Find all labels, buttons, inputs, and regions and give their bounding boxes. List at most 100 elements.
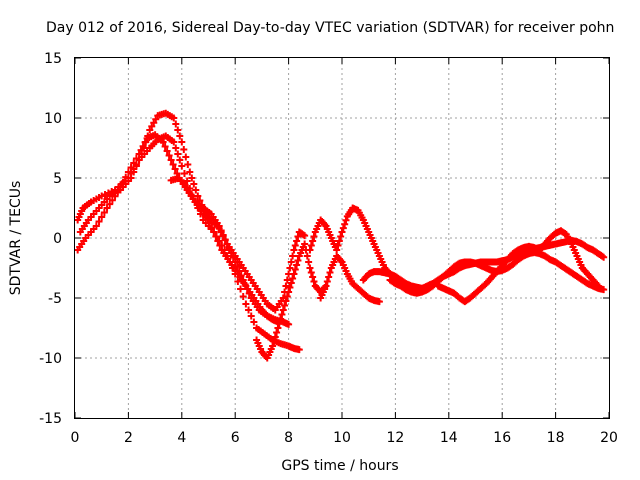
data-point-fill xyxy=(216,242,224,249)
data-point xyxy=(170,114,178,122)
grid-lines xyxy=(75,58,609,418)
data-point-fill xyxy=(307,242,315,249)
data-point xyxy=(210,228,218,236)
data-point-fill xyxy=(172,120,180,128)
data-point xyxy=(167,156,175,164)
x-tick-label: 18 xyxy=(547,430,565,446)
data-point-fill xyxy=(130,168,138,176)
data-point xyxy=(127,174,135,182)
y-tick-labels: 15 10 5 0 -5 -10 -15 xyxy=(39,51,62,427)
data-point-fill xyxy=(289,275,297,282)
data-point-fill xyxy=(135,156,143,164)
y-tick-label: -10 xyxy=(39,351,62,367)
data-point-fill xyxy=(169,161,177,168)
x-axis-label: GPS time / hours xyxy=(281,458,398,474)
data-point xyxy=(594,282,602,290)
series-track-10 xyxy=(434,227,602,306)
data-point xyxy=(290,270,298,278)
data-point-fill xyxy=(171,165,179,173)
data-point-fill xyxy=(239,293,247,300)
data-point xyxy=(274,324,282,332)
data-point-fill xyxy=(342,216,350,224)
data-point-fill xyxy=(283,276,291,284)
data-point-fill xyxy=(310,233,318,240)
data-point xyxy=(186,168,194,176)
data-point-fill xyxy=(234,278,242,285)
data-point-fill xyxy=(187,191,195,199)
data-point-fill xyxy=(172,144,180,152)
data-point-fill xyxy=(192,186,200,194)
data-point-fill xyxy=(303,252,311,260)
data-point-fill xyxy=(278,311,286,318)
data-point xyxy=(215,224,223,232)
data-point-fill xyxy=(270,338,278,345)
data-point xyxy=(375,298,383,306)
data-point-fill xyxy=(98,213,106,221)
series-track-7 xyxy=(317,252,383,306)
data-point-fill xyxy=(189,194,197,202)
data-point-fill xyxy=(165,152,173,159)
x-tick-label: 6 xyxy=(231,430,240,446)
x-tick-label: 16 xyxy=(493,430,511,446)
data-point-fill xyxy=(144,132,152,140)
data-point-fill xyxy=(237,285,245,293)
data-point xyxy=(306,246,314,254)
x-tick-label: 20 xyxy=(600,430,618,446)
data-point xyxy=(306,264,314,272)
data-point-fill xyxy=(219,232,227,240)
data-point xyxy=(279,306,287,314)
data-point-fill xyxy=(180,170,188,177)
x-tick-label: 0 xyxy=(71,430,80,446)
data-point-fill xyxy=(286,284,294,291)
data-point-fill xyxy=(174,126,182,134)
data-point xyxy=(322,282,330,290)
data-point-fill xyxy=(245,306,253,314)
data-point-fill xyxy=(282,297,290,305)
data-point-fill xyxy=(305,258,313,266)
x-tick-label: 8 xyxy=(284,430,293,446)
x-tick-label: 14 xyxy=(440,430,458,446)
x-tick-label: 12 xyxy=(386,430,404,446)
series-track-3 xyxy=(76,109,282,326)
x-tick-label: 4 xyxy=(177,430,186,446)
data-point-fill xyxy=(184,161,192,168)
data-point-fill xyxy=(140,144,148,152)
data-point-fill xyxy=(217,228,225,236)
data-point-fill xyxy=(250,318,258,326)
data-point-fill xyxy=(247,312,255,320)
data-point-fill xyxy=(294,233,302,240)
data-point xyxy=(138,150,146,158)
data-point-fill xyxy=(339,224,347,232)
data-point-fill xyxy=(127,164,135,171)
data-point-fill xyxy=(291,242,299,249)
data-point-fill xyxy=(221,236,229,244)
data-point-fill xyxy=(286,264,294,272)
data-point xyxy=(178,162,186,170)
data-point-fill xyxy=(161,143,169,150)
data-point-fill xyxy=(294,257,302,264)
data-point-fill xyxy=(281,302,289,309)
data-point-fill xyxy=(185,187,193,195)
data-point-fill xyxy=(307,269,315,276)
y-tick-label: -5 xyxy=(48,291,62,307)
data-point-fill xyxy=(277,315,285,323)
data-point xyxy=(103,204,111,212)
y-tick-label: 10 xyxy=(44,111,62,127)
data-point-fill xyxy=(335,237,343,245)
data-point-fill xyxy=(180,146,188,153)
x-tick-label: 2 xyxy=(124,430,133,446)
plot-frame xyxy=(74,57,610,419)
data-point-fill xyxy=(182,153,190,161)
data-point-fill xyxy=(273,329,281,336)
data-point xyxy=(600,286,608,294)
x-tick-labels: 0 2 4 6 8 10 12 14 16 18 20 xyxy=(71,430,618,446)
data-point-fill xyxy=(287,279,295,287)
data-point xyxy=(194,192,202,200)
data-point xyxy=(301,232,309,240)
data-point-fill xyxy=(188,174,196,182)
data-point-fill xyxy=(287,258,295,266)
data-point-fill xyxy=(148,122,156,130)
data-point-fill xyxy=(326,269,334,276)
data-point-fill xyxy=(291,266,299,273)
data-point-fill xyxy=(163,147,171,155)
